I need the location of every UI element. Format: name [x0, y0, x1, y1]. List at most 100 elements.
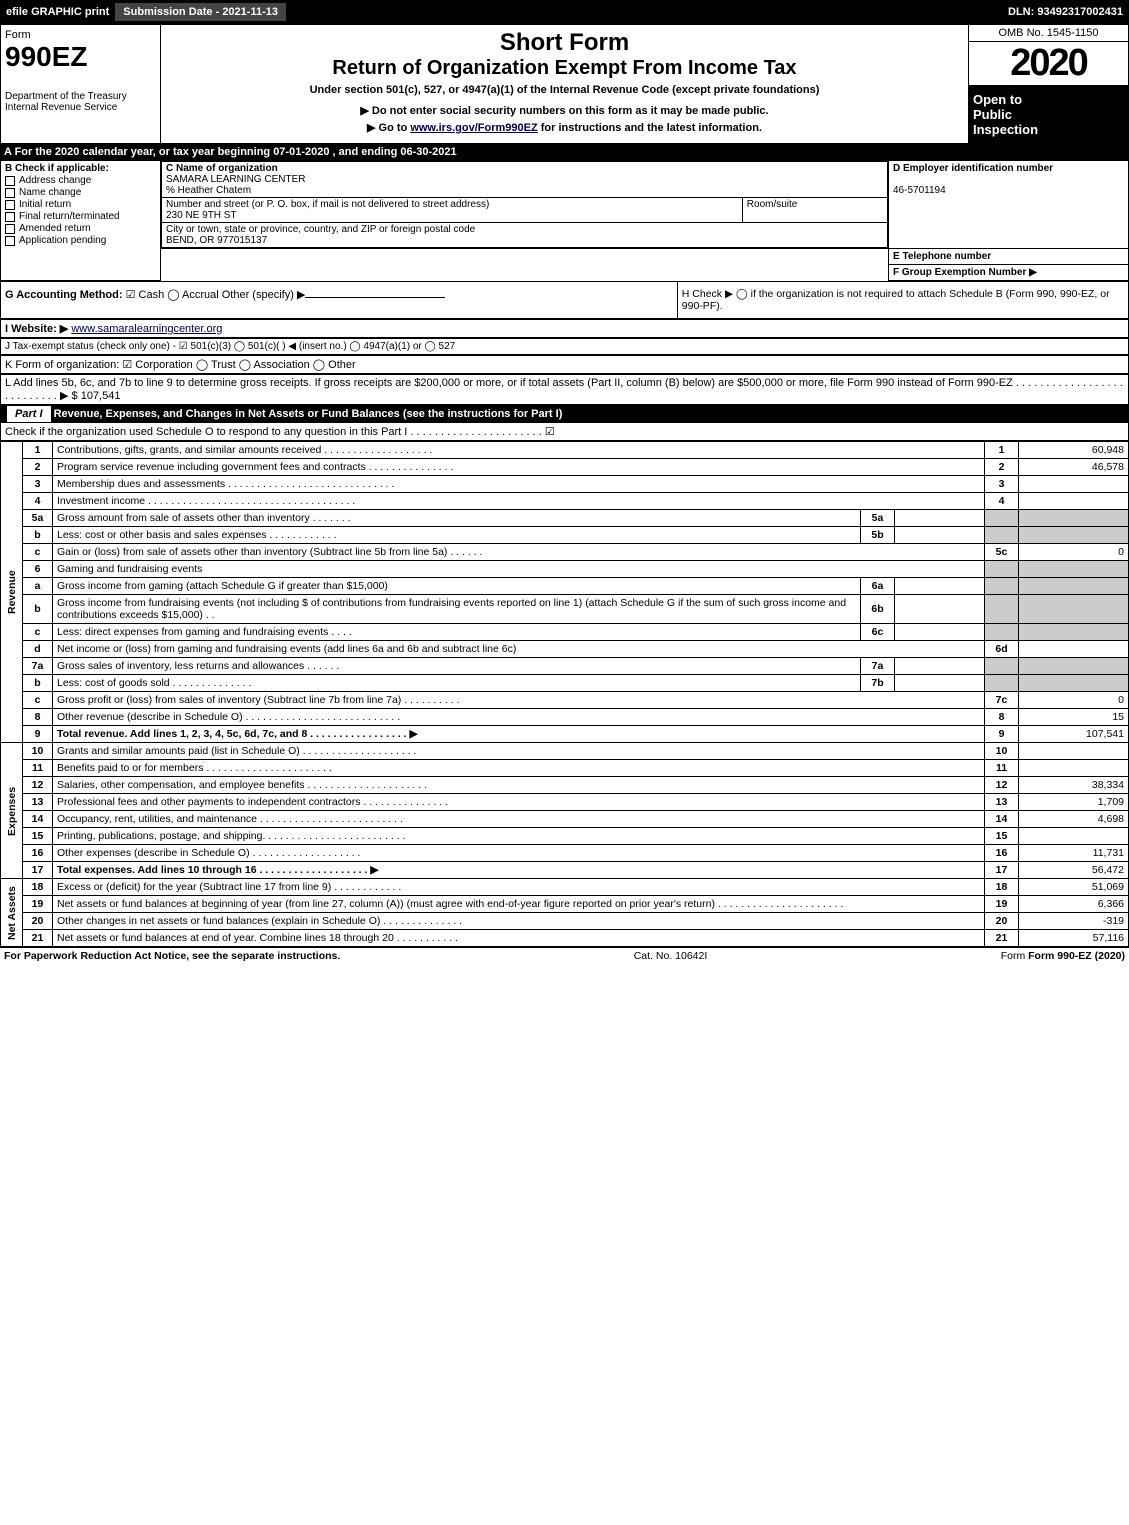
ln2-amt: 46,578: [1019, 459, 1129, 476]
ln13-ref: 13: [985, 794, 1019, 811]
form-word: Form: [5, 29, 156, 41]
ln3-desc: Membership dues and assessments . . . . …: [53, 476, 985, 493]
ln7a-desc: Gross sales of inventory, less returns a…: [53, 658, 861, 675]
ln7b-shade2: [1019, 675, 1129, 692]
efile-label[interactable]: efile GRAPHIC print: [0, 6, 115, 18]
line-h: H Check ▶ ◯ if the organization is not r…: [677, 282, 1128, 319]
ln6d-amt: [1019, 641, 1129, 658]
ln19-desc: Net assets or fund balances at beginning…: [53, 896, 985, 913]
ln17-amt: 56,472: [1019, 862, 1129, 879]
part1-check: Check if the organization used Schedule …: [1, 423, 1129, 441]
ln14-amt: 4,698: [1019, 811, 1129, 828]
ln7c-num: c: [23, 692, 53, 709]
ln5b-num: b: [23, 527, 53, 544]
ln8-num: 8: [23, 709, 53, 726]
irs-label: Internal Revenue Service: [5, 102, 156, 113]
website-link[interactable]: www.samaralearningcenter.org: [71, 323, 222, 335]
ln7c-amt: 0: [1019, 692, 1129, 709]
ln9-num: 9: [23, 726, 53, 743]
chk-amended[interactable]: Amended return: [5, 223, 156, 234]
street: 230 NE 9TH ST: [166, 210, 237, 221]
ln19-num: 19: [23, 896, 53, 913]
ln14-num: 14: [23, 811, 53, 828]
chk-final-return[interactable]: Final return/terminated: [5, 211, 156, 222]
ln10-ref: 10: [985, 743, 1019, 760]
revenue-side-label: Revenue: [1, 442, 23, 743]
ln7a-shade1: [985, 658, 1019, 675]
ln21-num: 21: [23, 930, 53, 947]
ln10-desc: Grants and similar amounts paid (list in…: [53, 743, 985, 760]
ln13-amt: 1,709: [1019, 794, 1129, 811]
ln6c-num: c: [23, 624, 53, 641]
ln19-amt: 6,366: [1019, 896, 1129, 913]
ln11-ref: 11: [985, 760, 1019, 777]
ln7a-shade2: [1019, 658, 1129, 675]
ln17-ref: 17: [985, 862, 1019, 879]
netassets-side-label: Net Assets: [1, 879, 23, 947]
ln5a-num: 5a: [23, 510, 53, 527]
ln13-desc: Professional fees and other payments to …: [53, 794, 985, 811]
ln3-amt: [1019, 476, 1129, 493]
ln5c-num: c: [23, 544, 53, 561]
omb-number: OMB No. 1545-1150: [969, 25, 1128, 42]
ln5a-subamt: [895, 510, 985, 527]
ln18-num: 18: [23, 879, 53, 896]
ln4-amt: [1019, 493, 1129, 510]
part1-title: Revenue, Expenses, and Changes in Net As…: [54, 408, 563, 420]
g-options[interactable]: ☑ Cash ◯ Accrual Other (specify) ▶: [126, 289, 306, 301]
expenses-side-label: Expenses: [1, 743, 23, 879]
ln20-ref: 20: [985, 913, 1019, 930]
ln2-ref: 2: [985, 459, 1019, 476]
ein-label: D Employer identification number: [893, 163, 1053, 174]
chk-app-pending[interactable]: Application pending: [5, 235, 156, 246]
open1: Open to: [973, 92, 1124, 107]
line-l: L Add lines 5b, 6c, and 7b to line 9 to …: [1, 375, 1129, 405]
ln6a-shade2: [1019, 578, 1129, 595]
ln21-ref: 21: [985, 930, 1019, 947]
ln18-desc: Excess or (deficit) for the year (Subtra…: [53, 879, 985, 896]
chk-name-change[interactable]: Name change: [5, 187, 156, 198]
ln15-num: 15: [23, 828, 53, 845]
ln12-ref: 12: [985, 777, 1019, 794]
top-bar: efile GRAPHIC print Submission Date - 20…: [0, 0, 1129, 24]
submission-date: Submission Date - 2021-11-13: [115, 3, 286, 21]
c-name-label: C Name of organization: [166, 163, 278, 174]
line-j: J Tax-exempt status (check only one) - ☑…: [1, 339, 1129, 355]
irs-link[interactable]: www.irs.gov/Form990EZ: [410, 122, 537, 134]
header-table: Form 990EZ Department of the Treasury In…: [0, 24, 1129, 144]
ln6d-desc: Net income or (loss) from gaming and fun…: [53, 641, 985, 658]
line-a-period: A For the 2020 calendar year, or tax yea…: [0, 144, 1129, 160]
ln10-amt: [1019, 743, 1129, 760]
section-f-group: F Group Exemption Number ▶: [889, 265, 1129, 281]
ln15-ref: 15: [985, 828, 1019, 845]
ln5b-desc: Less: cost or other basis and sales expe…: [53, 527, 861, 544]
ln4-desc: Investment income . . . . . . . . . . . …: [53, 493, 985, 510]
chk-initial-return[interactable]: Initial return: [5, 199, 156, 210]
ln7a-subamt: [895, 658, 985, 675]
part1-table: Revenue 1 Contributions, gifts, grants, …: [0, 441, 1129, 947]
ln6-num: 6: [23, 561, 53, 578]
ln6a-shade1: [985, 578, 1019, 595]
ln7b-subamt: [895, 675, 985, 692]
ln10-num: 10: [23, 743, 53, 760]
ln6b-shade2: [1019, 595, 1129, 624]
ln1-ref: 1: [985, 442, 1019, 459]
ln7b-num: b: [23, 675, 53, 692]
ln5b-sub: 5b: [861, 527, 895, 544]
ln5c-ref: 5c: [985, 544, 1019, 561]
section-b: B Check if applicable: Address change Na…: [1, 161, 161, 281]
ln1-num: 1: [23, 442, 53, 459]
chk-address-change[interactable]: Address change: [5, 175, 156, 186]
ln12-desc: Salaries, other compensation, and employ…: [53, 777, 985, 794]
ln6d-ref: 6d: [985, 641, 1019, 658]
line-k: K Form of organization: ☑ Corporation ◯ …: [1, 356, 1129, 374]
ln6c-shade2: [1019, 624, 1129, 641]
ln7c-desc: Gross profit or (loss) from sales of inv…: [53, 692, 985, 709]
room-label: Room/suite: [747, 199, 798, 210]
ln16-desc: Other expenses (describe in Schedule O) …: [53, 845, 985, 862]
care-of: % Heather Chatem: [166, 185, 251, 196]
ln6-shade2: [1019, 561, 1129, 578]
ln6c-shade1: [985, 624, 1019, 641]
section-e-tel: E Telephone number: [889, 249, 1129, 265]
ln1-desc: Contributions, gifts, grants, and simila…: [53, 442, 985, 459]
